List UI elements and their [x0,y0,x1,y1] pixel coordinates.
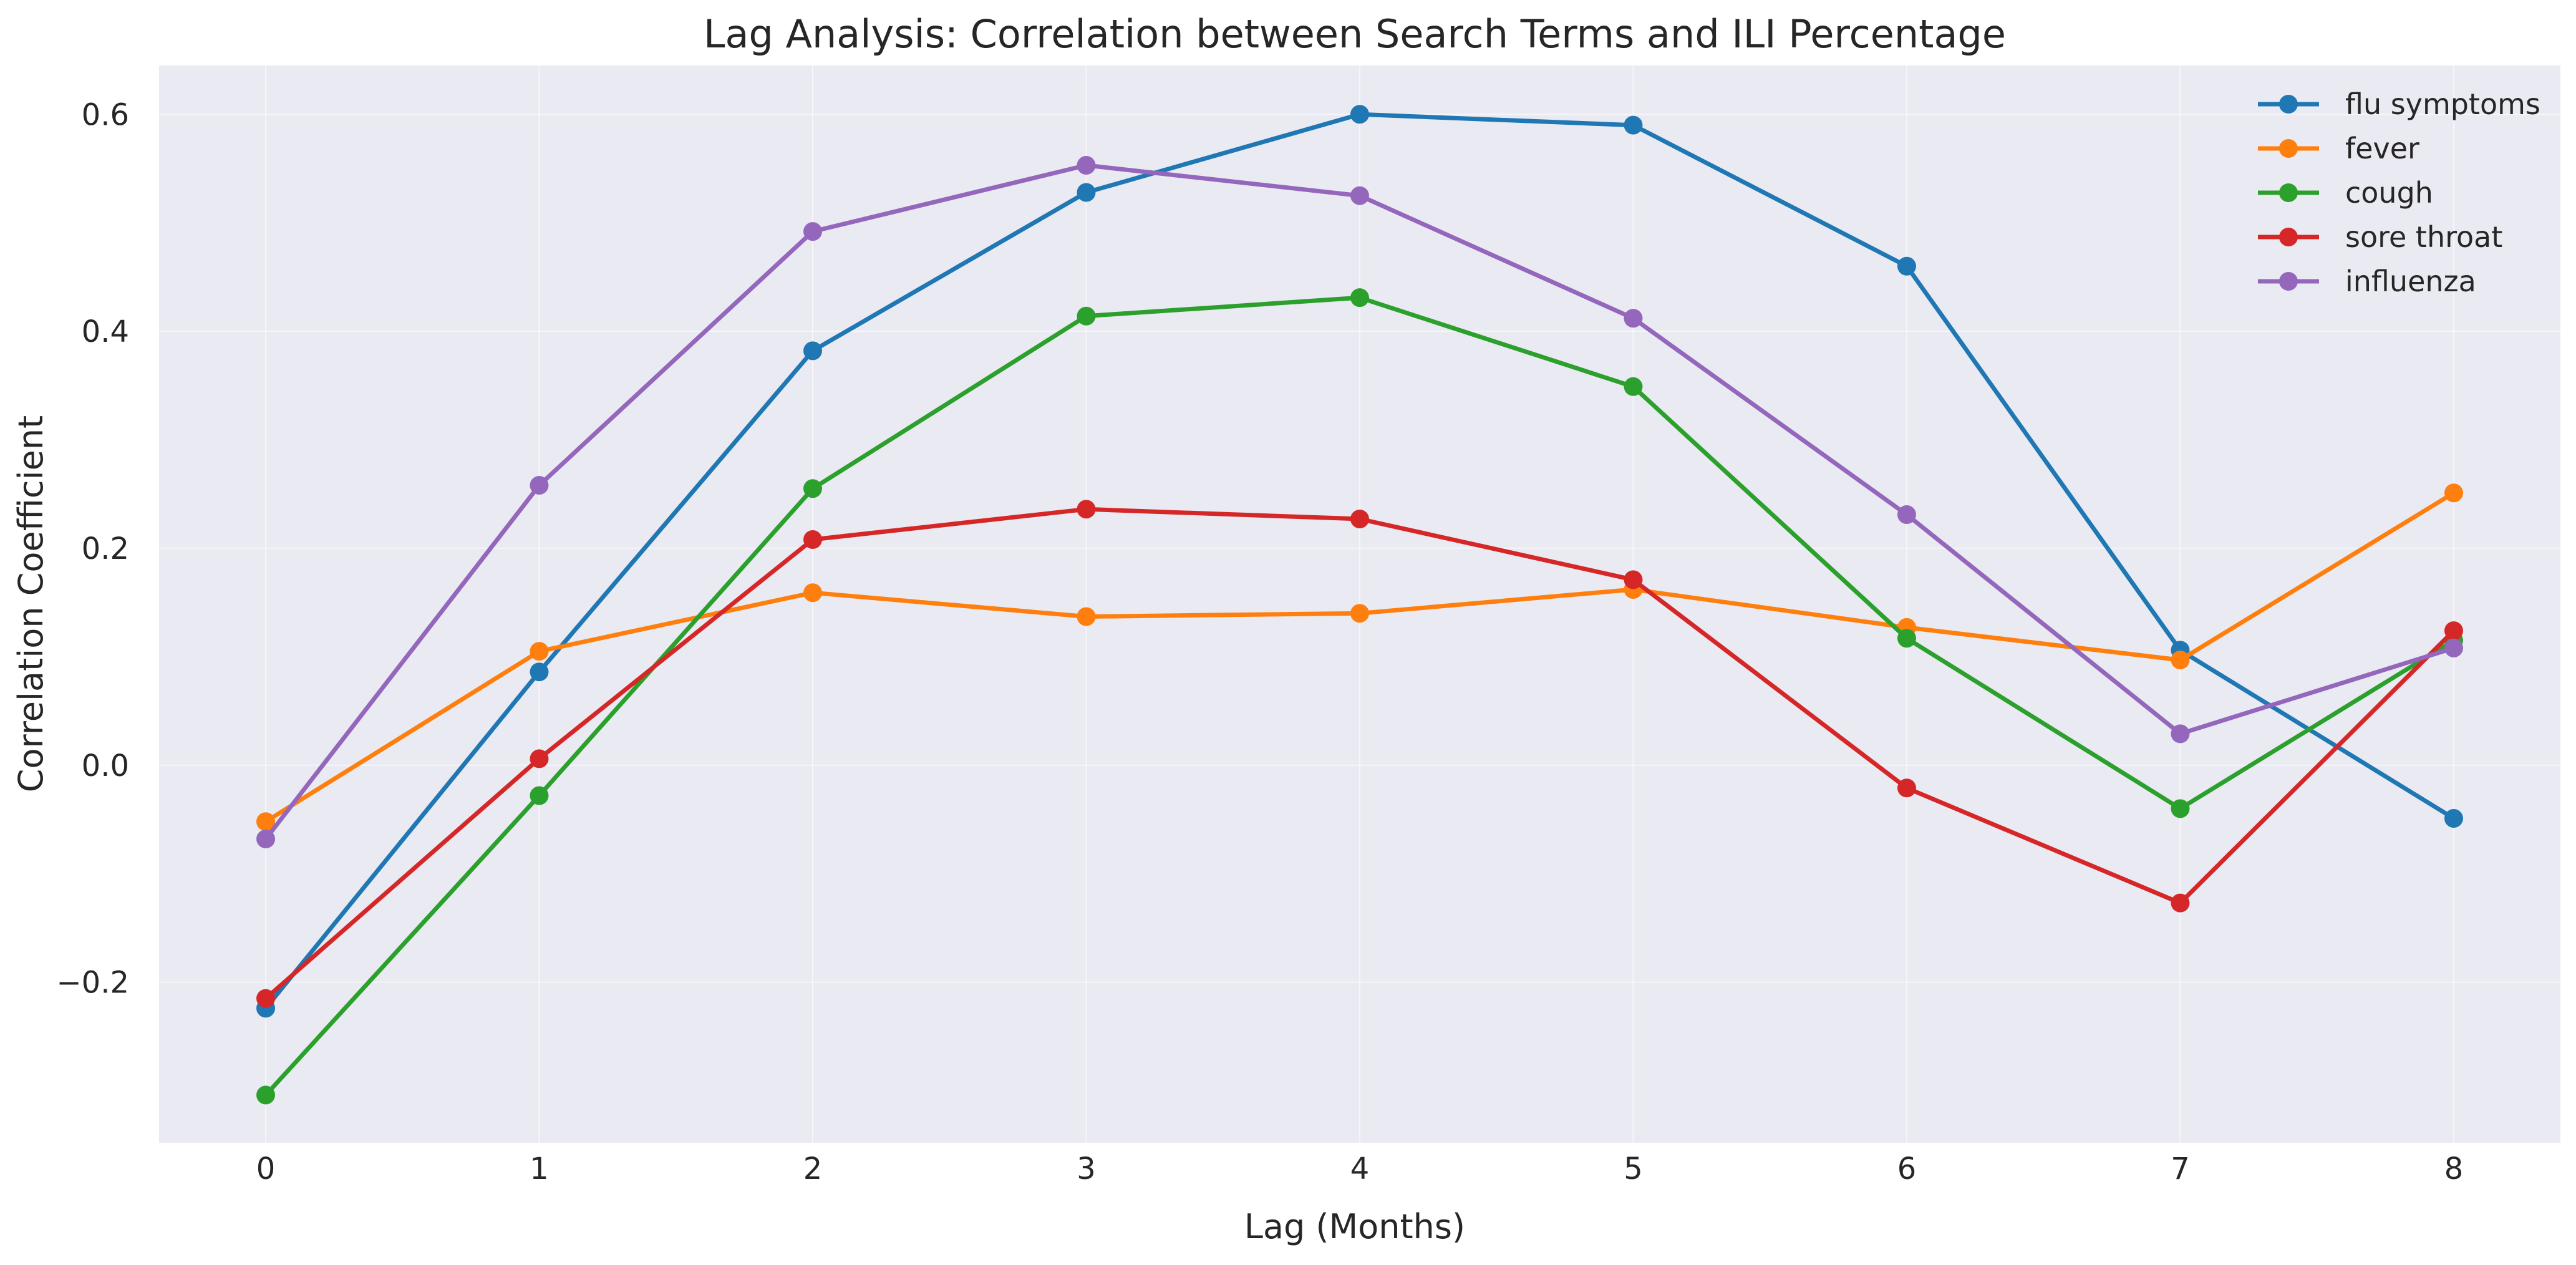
data-point-sore-throat [803,530,823,550]
data-point-sore-throat [256,989,276,1008]
data-point-cough [2171,799,2190,818]
chart-title: Lag Analysis: Correlation between Search… [704,11,2006,57]
legend-marker [2279,272,2298,291]
legend-item-fever: fever [2258,132,2419,165]
data-point-flu-symptoms [1624,115,1643,135]
data-point-fever [1077,607,1096,626]
data-point-sore-throat [530,749,549,768]
data-point-fever [2444,483,2463,503]
x-tick-label: 1 [530,1151,549,1186]
data-point-fever [2171,651,2190,670]
legend-label: cough [2345,176,2433,210]
legend-item-cough: cough [2258,176,2433,210]
data-point-flu-symptoms [1077,183,1096,202]
legend-marker [2279,228,2298,246]
legend-label: influenza [2345,264,2476,298]
data-point-sore-throat [1077,500,1096,519]
series-flu-symptoms [256,105,2463,1018]
legend-item-flu-symptoms: flu symptoms [2258,87,2540,121]
data-point-influenza [2171,724,2190,744]
x-tick-label: 4 [1350,1151,1370,1186]
data-point-fever [256,812,276,831]
y-tick-label: −0.2 [56,966,129,1001]
series-influenza [256,156,2463,849]
data-point-flu-symptoms [530,662,549,682]
series-sore-throat [256,500,2463,1008]
y-tick-label: 0.6 [82,97,129,132]
data-point-flu-symptoms [803,341,823,361]
data-point-influenza [530,476,549,495]
x-tick-label: 7 [2171,1151,2190,1186]
data-point-sore-throat [1624,570,1643,589]
data-point-cough [1077,306,1096,326]
data-point-sore-throat [2444,621,2463,641]
data-point-flu-symptoms [1897,256,1916,276]
data-point-sore-throat [2171,893,2190,913]
legend-label: fever [2345,132,2419,165]
data-point-fever [1350,604,1369,623]
y-tick-label: 0.0 [82,749,129,783]
data-point-influenza [1624,309,1643,328]
x-tick-label: 6 [1897,1151,1917,1186]
data-point-influenza [1077,156,1096,175]
y-axis-label: Correlation Coefficient [11,415,51,792]
data-point-cough [1897,629,1916,648]
legend-label: flu symptoms [2345,87,2540,121]
x-axis-label: Lag (Months) [1244,1207,1465,1246]
x-tick-label: 3 [1077,1151,1096,1186]
series-fever [256,483,2463,831]
x-tick-labels: 0 1 2 3 4 5 6 7 8 [256,1151,2464,1186]
data-point-fever [530,642,549,661]
x-tick-label: 8 [2444,1151,2464,1186]
data-point-sore-throat [1897,778,1916,798]
x-tick-label: 0 [256,1151,276,1186]
legend-marker [2279,183,2298,202]
data-point-influenza [2444,638,2463,657]
data-point-cough [1350,288,1369,308]
legend: flu symptoms fever cough sore throat influen… [2258,87,2540,298]
data-point-influenza [1350,186,1369,205]
data-point-cough [256,1085,276,1105]
y-tick-label: 0.2 [82,531,129,566]
data-point-influenza [256,830,276,849]
legend-marker [2279,139,2298,158]
y-tick-labels: −0.2 0.0 0.2 0.4 0.6 [56,97,129,1000]
legend-item-sore-throat: sore throat [2258,220,2502,254]
legend-label: sore throat [2345,220,2502,254]
x-tick-label: 2 [803,1151,823,1186]
x-tick-label: 5 [1624,1151,1643,1186]
series-group [256,105,2463,1105]
data-point-fever [803,583,823,603]
data-point-influenza [803,222,823,241]
legend-item-influenza: influenza [2258,264,2476,298]
data-point-flu-symptoms [2444,808,2463,828]
data-point-cough [1624,377,1643,396]
data-point-flu-symptoms [1350,105,1369,124]
data-point-cough [803,479,823,498]
data-point-cough [530,786,549,805]
y-tick-label: 0.4 [82,314,129,349]
data-point-sore-throat [1350,509,1369,528]
data-point-influenza [1897,505,1916,525]
legend-marker [2279,95,2298,114]
